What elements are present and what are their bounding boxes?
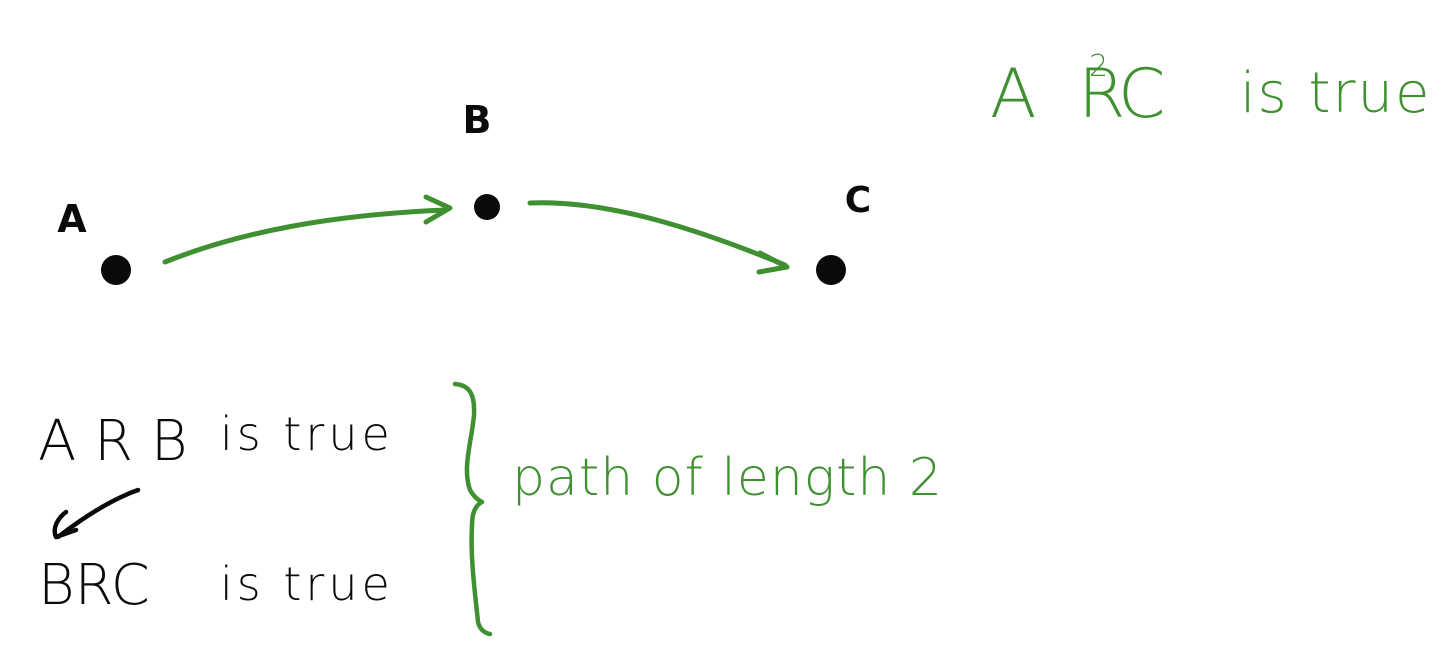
node-a-label: A: [57, 197, 87, 241]
node-b-label: B: [463, 98, 492, 142]
statement-first-suffix: is true: [220, 407, 394, 461]
statement-first: A R B is true: [38, 407, 394, 474]
statement-composite: A R 2 C is true: [990, 49, 1431, 134]
statement-composite-suffix: is true: [1240, 61, 1431, 126]
statement-composite-relation: A R: [990, 55, 1135, 134]
node-a: A: [57, 197, 131, 285]
statement-composite-target: C: [1118, 55, 1165, 134]
implication-arrow: [52, 487, 141, 540]
edge-b-to-c: [527, 200, 790, 275]
node-c-label: C: [845, 180, 871, 221]
arrowhead-icon: [52, 509, 79, 540]
statement-second-relation: BRC: [38, 553, 150, 618]
node-c: C: [816, 180, 871, 285]
brace-label: path of length 2: [512, 448, 943, 508]
edge-a-to-b: [162, 194, 453, 265]
statement-second-suffix: is true: [220, 557, 394, 611]
curly-brace: [452, 381, 493, 637]
arrowhead-icon: [756, 250, 790, 275]
node-b: B: [463, 98, 500, 220]
statement-first-relation: A R B: [38, 409, 188, 474]
arrowhead-icon: [423, 194, 453, 225]
statement-second: BRC is true: [38, 553, 394, 618]
statement-composite-exponent: 2: [1089, 49, 1108, 84]
